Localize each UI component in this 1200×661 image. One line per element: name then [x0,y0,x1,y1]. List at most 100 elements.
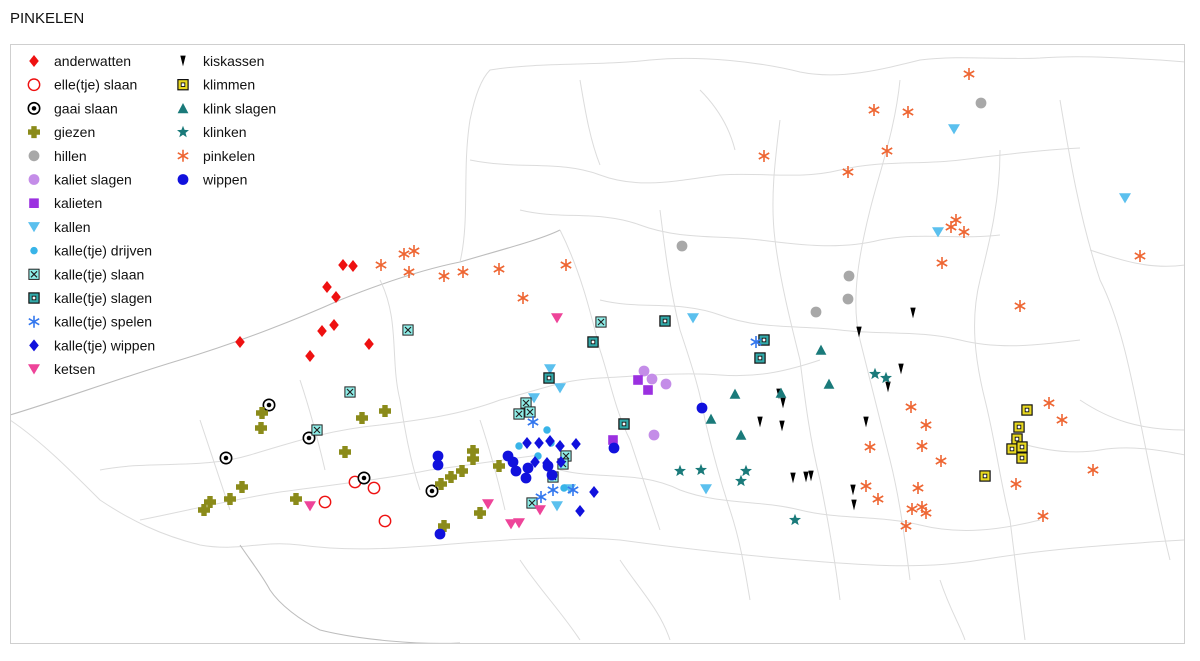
kiskassen-marker [779,420,785,432]
klinken-marker [740,464,752,477]
pinkelen-marker [864,441,876,453]
pinkelen-marker [963,68,975,80]
klimmen-marker [1006,443,1018,455]
klinken-marker [869,367,881,380]
pinkelen-marker [1043,397,1055,409]
kalle_drijven-marker [543,426,551,434]
legend-label: kalle(tje) wippen [54,337,155,353]
gaai_slaan-marker [425,484,439,498]
giezen-marker [435,478,447,490]
wippen-marker [432,450,444,462]
legend-label: gaai slaan [54,100,118,116]
kalle_wippen-marker [555,440,565,452]
pinkelen-marker [936,257,948,269]
kalle_wippen-marker [534,437,544,449]
kalle_slaan-marker [595,316,607,328]
markers-klimmen [979,404,1033,482]
kalle_slaan-marker [513,408,525,420]
legend-item-kiskassen: kiskassen [180,53,264,69]
legend-label: kalle(tje) slagen [54,290,152,306]
legend-label: kiskassen [203,53,264,69]
pinkelen-marker [881,145,893,157]
legend-item-kalle_spelen: kalle(tje) spelen [28,314,152,330]
markers-klinken [674,367,892,526]
ketsen-marker [482,499,494,510]
kalieten-marker [633,375,643,385]
klimmen-marker [979,470,991,482]
legend-item-klimmen: klimmen [177,77,255,93]
pinkelen-marker [900,520,912,532]
kiskassen-marker [803,471,809,483]
hillen-marker [676,240,688,252]
klinken-marker [695,463,707,476]
klinken-marker [880,371,892,384]
wippen-marker [507,456,519,468]
map-frame [10,44,1185,644]
hillen-symbol [28,150,40,162]
pinkelen-symbol [177,149,189,162]
kalle_slaan-marker [402,324,414,336]
pinkelen-marker [958,226,970,238]
kiskassen-marker [850,484,856,496]
legend-item-klink_slagen: klink slagen [177,100,276,116]
kalle_slagen-marker [659,315,671,327]
kalle_spelen-marker [535,491,547,503]
kalle_drijven-marker [560,484,568,492]
legend-label: kalle(tje) slaan [54,266,144,282]
legend-item-kalle_wippen: kalle(tje) wippen [29,337,155,353]
wippen-marker [542,460,554,472]
kalle_slagen-marker [543,372,555,384]
markers-kallen [528,124,1131,512]
legend-item-kalle_drijven: kalle(tje) drijven [30,243,152,259]
legend-item-anderwatten: anderwatten [29,53,131,69]
legend-label: klimmen [203,77,255,93]
kaliet_slagen-marker [646,373,658,385]
pinkelen-marker [493,263,505,275]
markers-pinkelen [375,68,1146,532]
pinkelen-marker [860,480,872,492]
legend-label: kalle(tje) spelen [54,314,152,330]
pinkelen-marker [1014,300,1026,312]
giezen-marker [456,465,468,477]
kalle_slaan-marker [344,386,356,398]
legend-label: wippen [202,172,247,188]
klink_slagen-marker [729,388,741,399]
legend-item-ketsen: ketsen [28,361,95,377]
pinkelen-marker [1134,250,1146,262]
wippen-symbol [177,174,189,185]
pinkelen-marker [906,503,918,515]
legend-label: kaliet slagen [54,172,132,188]
elle_slaan-symbol [27,78,41,92]
legend-column-2: kiskassen klimmen klink slagen klinken pinke… [177,53,276,188]
kalieten-marker [608,435,618,445]
kalle_wippen-marker [545,435,555,447]
hillen-marker [810,306,822,318]
legend-label: kalle(tje) drijven [54,243,152,259]
legend-item-elle_slaan: elle(tje) slaan [27,77,137,93]
kalle_slagen-symbol [28,292,40,304]
markers-gaai_slaan [219,398,439,498]
kallen-marker [1119,193,1131,204]
giezen-marker [379,405,391,417]
pinkelen-marker [902,106,914,118]
kalle_spelen-symbol [28,315,40,328]
legend-label: hillen [54,148,87,164]
kallen-marker [932,227,944,238]
anderwatten-marker [329,319,339,331]
markers-kaliet_slagen [638,365,672,441]
giezen-marker [254,422,267,434]
kiskassen-marker [780,397,786,409]
pinkelen-marker [457,266,469,278]
legend-item-klinken: klinken [177,124,247,140]
gaai_slaan-symbol [27,101,41,115]
kallen-marker [551,501,563,512]
kaliet_slagen-marker [660,378,672,390]
kalieten-symbol [29,198,39,208]
giezen-marker [493,460,505,472]
pinkelen-marker [438,270,450,282]
kiskassen-marker [910,307,916,319]
pinkelen-marker [916,440,928,452]
kalle_slaan-symbol [28,268,40,280]
pinkelen-marker [1056,414,1068,426]
